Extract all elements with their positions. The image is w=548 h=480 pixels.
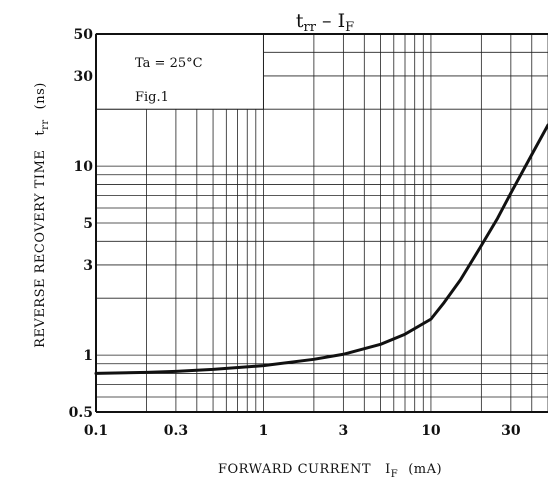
- chart-title: trr – IF: [296, 10, 354, 35]
- plot-frame: [95, 33, 548, 413]
- x-tick-label: 0.1: [84, 423, 108, 439]
- y-tick-label: 5: [83, 216, 93, 232]
- y-tick-label: 30: [74, 69, 94, 85]
- x-tick-label: 0.3: [164, 423, 188, 439]
- y-tick-label: 50: [74, 27, 94, 43]
- x-tick-label: 1: [259, 423, 269, 439]
- condition-box-frame: [95, 33, 264, 110]
- series-layer: [94, 123, 548, 375]
- condition-label: Ta = 25°C: [135, 56, 203, 71]
- condition-box: [95, 33, 264, 110]
- x-axis-label: FORWARD CURRENT IF (mA): [218, 462, 442, 480]
- tick-labels: 0.1 0.3 1 3 10 30 0.5 1 3 5 10 30 50: [69, 27, 521, 439]
- x-tick-label: 3: [339, 423, 349, 439]
- x-tick-label: 10: [421, 423, 441, 439]
- y-axis-label: REVERSE RECOVERY TIMEtrr(ns): [33, 82, 51, 348]
- y-tick-label: 3: [83, 258, 93, 274]
- y-tick-label: 1: [83, 348, 93, 364]
- y-tick-label: 0.5: [69, 405, 93, 421]
- trr-curve: [94, 123, 548, 375]
- figure-label: Fig.1: [135, 90, 169, 105]
- y-tick-label: 10: [74, 159, 94, 175]
- x-tick-label: 30: [501, 423, 521, 439]
